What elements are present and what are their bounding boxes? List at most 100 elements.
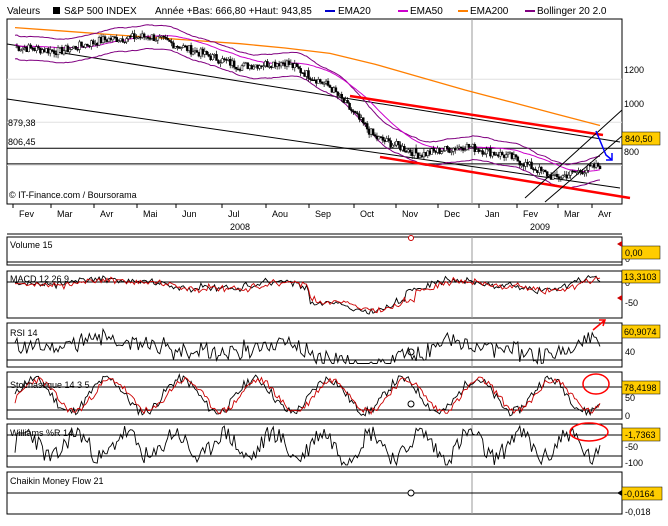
williams-red-circle [569, 422, 609, 442]
candle-body [363, 122, 367, 125]
candle-body [54, 53, 58, 56]
candle-body [268, 66, 271, 68]
williams-tick-minus100: -100 [625, 458, 643, 468]
candle-body [491, 151, 494, 157]
candle-body [84, 43, 87, 48]
candle-body [534, 168, 537, 171]
legend-label-ema20: EMA20 [338, 6, 371, 17]
down-arrow-head [606, 153, 613, 161]
candle-body [383, 140, 387, 142]
candle-body [303, 72, 306, 77]
candle-body [289, 62, 293, 65]
candle-body [500, 152, 504, 156]
candle-body [64, 45, 68, 51]
candle-body [117, 40, 120, 43]
candle-body [356, 112, 359, 115]
candle-body [203, 51, 207, 55]
candle-body [365, 123, 369, 130]
candle-body [68, 49, 72, 53]
candle-body [524, 161, 527, 167]
year-label-2009: 2009 [530, 222, 550, 232]
candle-body [197, 52, 201, 57]
candle-body [585, 170, 588, 174]
candle-body [35, 46, 38, 51]
regression-channel-lines [6, 43, 621, 189]
value-badge-volume [621, 245, 661, 260]
candle-body [530, 161, 533, 170]
panel-title-rsi: RSI 14 [10, 328, 38, 338]
candle-body [283, 62, 287, 67]
candle-body [193, 50, 197, 53]
candle-body [297, 66, 300, 69]
candle-body [154, 39, 158, 42]
candle-body [219, 62, 222, 65]
candle-body [39, 47, 42, 54]
panel-frame-volume [6, 236, 623, 266]
candle-body [125, 38, 128, 43]
panel-frame-williams [6, 423, 623, 468]
candle-body [103, 36, 107, 40]
legend-swatch-ema50 [398, 10, 408, 12]
month-label-8: Oct [360, 209, 375, 219]
legend-label-bollinger: Bollinger 20 2.0 [537, 6, 607, 17]
candle-body [332, 87, 336, 93]
candle-body [133, 33, 136, 40]
candle-body [25, 47, 28, 52]
candle-body [448, 148, 451, 153]
candle-body [70, 47, 73, 50]
y-axis-labels: 1200 1000 800 [624, 65, 644, 157]
candle-body [475, 149, 478, 152]
panel-title-volume: Volume 15 [10, 240, 53, 250]
month-label-1: Mar [57, 209, 73, 219]
header-bar: Valeurs S&P 500 INDEX Année +Bas: 666,80… [7, 6, 607, 17]
candle-body [211, 54, 214, 60]
candle-body [536, 170, 539, 173]
candle-body [385, 138, 388, 142]
candle-body [545, 171, 549, 177]
value-text-macd: 13,3103 [624, 272, 657, 282]
candle-body [264, 61, 267, 67]
candle-body [422, 152, 426, 158]
stoch-tick-0: 0 [625, 411, 630, 421]
candle-body [242, 62, 246, 67]
candle-body [542, 169, 545, 172]
candle-body [250, 65, 253, 70]
candle-body [301, 72, 304, 74]
candle-body [162, 35, 165, 38]
candle-body [559, 177, 563, 180]
candle-body [217, 60, 220, 64]
candle-body [418, 155, 422, 159]
candle-body [189, 45, 193, 55]
candle-body [129, 35, 132, 38]
candle-body [320, 81, 324, 84]
candle-body [438, 148, 441, 154]
series-swatch [53, 7, 60, 14]
candle-body [273, 61, 277, 67]
candle-body [285, 60, 289, 67]
candle-body [426, 150, 430, 156]
candle-body [174, 45, 177, 49]
candle-body [62, 50, 66, 55]
candle-body [483, 153, 486, 156]
last-value-text: 840,50 [625, 134, 653, 144]
candle-body [113, 36, 117, 38]
header-valeurs-label: Valeurs [7, 6, 40, 17]
candle-body [48, 49, 52, 54]
time-axis: 2008 2009 Fev Mar Avr Mai Jun Jul Aou Sep Oct Nov… [7, 204, 622, 235]
candle-body [138, 36, 142, 39]
candle-body [393, 144, 396, 147]
candle-body [225, 59, 228, 61]
candle-body [238, 69, 242, 71]
candle-body [432, 148, 435, 152]
candle-body [348, 102, 351, 110]
rsi-path [14, 327, 601, 365]
candle-body [227, 58, 230, 61]
macd-tick-minus50: -50 [625, 298, 638, 308]
level-label-879: 879,38 [8, 118, 36, 128]
candle-body [107, 38, 111, 42]
candle-body [516, 156, 520, 162]
candle-body [379, 136, 383, 138]
candle-body [346, 100, 349, 104]
bollinger-upper [14, 24, 601, 166]
candle-body [551, 175, 555, 180]
